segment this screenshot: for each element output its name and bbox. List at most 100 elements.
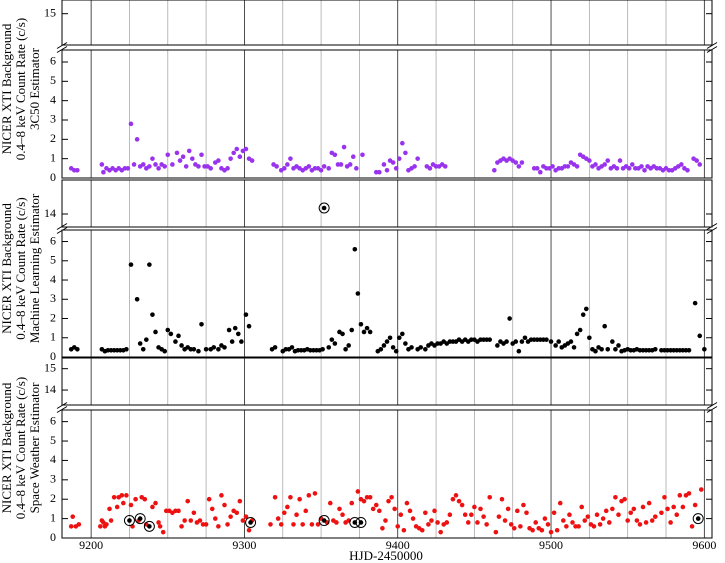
data-point — [679, 162, 684, 167]
data-point — [511, 526, 517, 531]
data-point — [361, 329, 367, 335]
data-point — [390, 160, 396, 165]
data-point — [577, 327, 583, 333]
data-point — [203, 347, 209, 352]
data-point — [156, 520, 161, 525]
data-point — [680, 504, 686, 510]
data-point — [554, 527, 560, 533]
data-point — [275, 516, 281, 521]
data-point — [599, 347, 604, 352]
data-point — [377, 508, 382, 514]
data-point — [610, 339, 615, 344]
data-point — [533, 520, 539, 525]
data-point — [133, 496, 138, 502]
data-point — [237, 154, 243, 160]
data-point — [174, 150, 180, 156]
panel-frame — [61, 0, 713, 46]
data-point — [560, 518, 566, 523]
y-axis-label: NICER XTI Background0.4–8 keV Count Rate… — [0, 193, 42, 343]
data-point — [157, 524, 163, 529]
data-point — [548, 529, 554, 535]
y-tick-label: 1 — [50, 150, 56, 164]
data-point — [291, 522, 296, 527]
data-point — [674, 512, 680, 518]
data-point — [585, 514, 591, 519]
data-point — [665, 506, 670, 512]
y-tick-label: 0 — [50, 170, 56, 184]
data-point — [613, 494, 618, 500]
data-point — [101, 169, 106, 175]
data-point — [702, 347, 707, 352]
data-point — [170, 162, 175, 167]
data-point — [412, 164, 417, 169]
data-point — [465, 520, 471, 525]
data-point — [518, 524, 523, 529]
data-point — [303, 508, 309, 514]
data-point — [504, 339, 509, 344]
data-point — [591, 524, 597, 529]
data-point — [625, 518, 630, 523]
data-point — [144, 337, 149, 342]
data-point — [389, 494, 394, 500]
data-point — [332, 341, 338, 346]
data-point — [652, 514, 658, 519]
y-axis-label-line: 0.4–8 keV Count Rate (c/s) — [13, 18, 28, 160]
data-point — [487, 337, 493, 342]
data-point — [435, 520, 440, 525]
x-tick-label: 9600 — [692, 538, 716, 552]
data-point — [378, 347, 384, 352]
data-point — [229, 339, 235, 344]
data-point — [530, 527, 535, 533]
data-point — [208, 166, 214, 171]
data-point — [396, 335, 402, 341]
data-point — [587, 158, 592, 163]
data-point — [685, 167, 690, 173]
data-point — [538, 169, 543, 175]
data-point — [579, 504, 584, 510]
data-point — [281, 166, 287, 171]
data-point — [128, 121, 134, 127]
data-point — [677, 493, 683, 498]
data-point — [462, 512, 468, 518]
data-point — [516, 348, 522, 354]
y-axis-label-line: NICER XTI Background — [0, 23, 14, 154]
flagged-point — [137, 516, 143, 521]
data-point — [568, 339, 574, 344]
axis-break-mark — [706, 42, 718, 49]
x-tick-label: 9200 — [79, 538, 103, 552]
axis-break-mark — [706, 46, 718, 53]
flag-ring — [134, 513, 146, 525]
y-tick-label: 0 — [50, 349, 56, 363]
data-point — [300, 522, 305, 527]
axis-break-mark — [706, 227, 718, 234]
data-point — [358, 321, 364, 327]
data-point — [493, 529, 499, 535]
y-tick-label: 4 — [50, 92, 56, 106]
flagged-point — [358, 520, 364, 525]
data-point — [309, 522, 315, 527]
data-point — [222, 502, 227, 508]
data-point — [199, 152, 204, 158]
data-point — [162, 348, 168, 354]
data-point — [320, 347, 325, 352]
data-point — [211, 345, 217, 350]
axis-break-gap — [706, 45, 718, 50]
y-tick-label: 6 — [50, 233, 56, 247]
y-tick-label: 4 — [50, 452, 56, 466]
data-point — [228, 514, 233, 519]
data-point — [478, 506, 483, 512]
data-point — [350, 154, 356, 160]
data-point — [582, 518, 588, 523]
data-point — [605, 158, 611, 163]
data-point — [243, 312, 249, 317]
data-point — [142, 496, 148, 502]
data-point — [237, 498, 243, 504]
data-point — [395, 524, 401, 529]
data-point — [340, 512, 345, 518]
x-tick-label: 9500 — [539, 538, 563, 552]
data-point — [502, 518, 508, 523]
flagged-point — [127, 518, 132, 523]
axis-break-mark — [56, 402, 68, 409]
data-point — [147, 164, 152, 169]
data-point — [629, 162, 635, 167]
